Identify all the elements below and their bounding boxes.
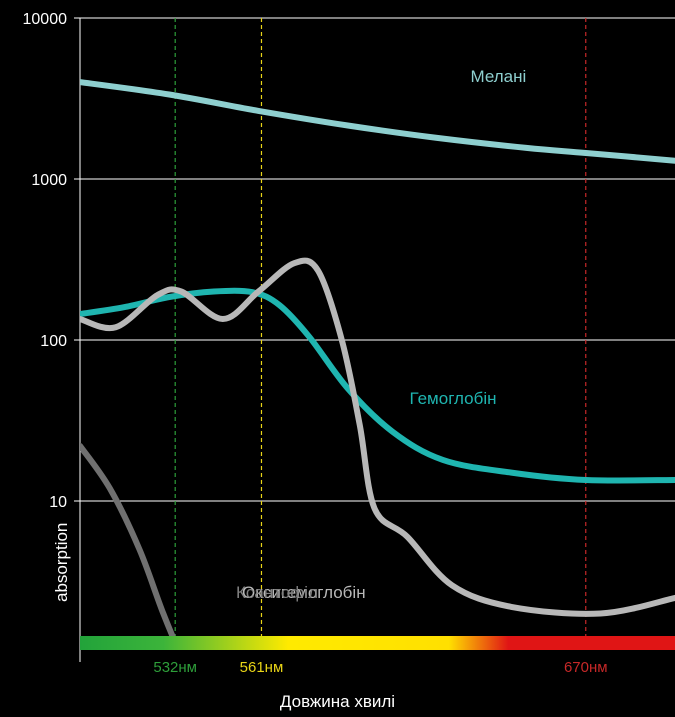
wavelength-label: 561нм — [240, 659, 284, 676]
y-tick-label: 1000 — [31, 172, 67, 189]
wavelength-labels: 532нм 561нм 670нм — [153, 659, 607, 676]
wavelength-label: 670нм — [564, 659, 608, 676]
y-axis-label: absorption — [52, 522, 71, 602]
x-axis-label: Довжина хвилі — [279, 692, 396, 711]
grid-lines — [74, 17, 675, 662]
series-label: Гемоглобін — [410, 389, 497, 408]
wavelength-label: 532нм — [153, 659, 197, 676]
series-label: Оксигемоглобін — [242, 583, 366, 602]
y-tick-label: 100 — [40, 333, 67, 350]
series-line — [80, 287, 675, 484]
series-lines — [80, 79, 675, 636]
series-label: Ксантофіл — [236, 583, 318, 602]
y-tick-labels: 10000 1000 100 10 — [23, 11, 68, 511]
series-line — [80, 442, 176, 636]
y-tick-label: 10000 — [23, 11, 68, 28]
series-line — [80, 257, 675, 617]
series-line — [80, 79, 675, 164]
series-label: Мелані — [470, 67, 526, 86]
y-tick-label: 10 — [49, 494, 67, 511]
wavelength-markers — [174, 18, 587, 636]
y-axis-label-wrap: absorption — [52, 523, 72, 602]
spectrum-bar — [80, 636, 675, 650]
